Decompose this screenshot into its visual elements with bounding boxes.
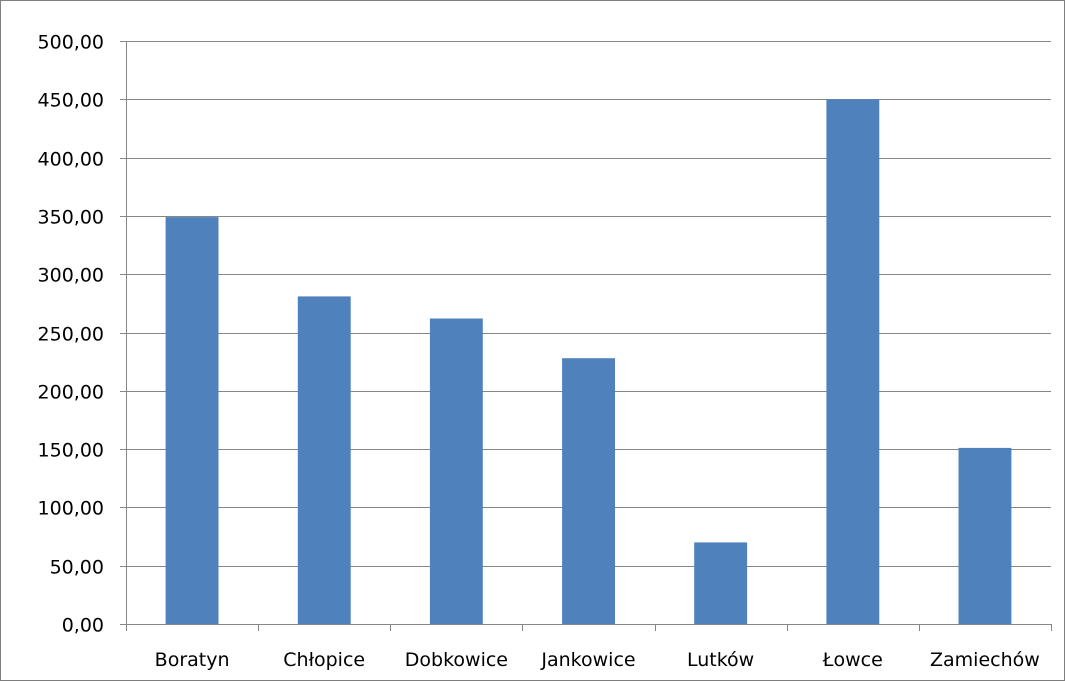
axes [120,41,1052,631]
x-tick-label: Boratyn [155,649,230,671]
x-tick-label: Zamiechów [930,649,1040,671]
x-tick-label: Łowce [822,649,883,671]
y-axis-tick-labels: 0,00 50,00 100,00 150,00 200,00 250,00 300,00 3… [38,32,104,637]
y-tick-label: 50,00 [50,557,104,579]
x-tick-label: Lutków [687,649,754,671]
y-tick-label: 250,00 [38,324,104,346]
y-tick-label: 350,00 [38,207,104,229]
x-tick-label: Dobkowice [405,649,508,671]
bar-lutków [694,542,748,624]
y-tick-label: 450,00 [38,90,104,112]
y-tick-label: 0,00 [62,615,104,637]
y-tick-label: 150,00 [38,440,104,462]
x-tick-label: Jankowice [540,649,635,671]
bars [165,99,1012,625]
bar-jankowice [562,358,615,624]
bar-łowce [826,99,880,625]
y-tick-label: 400,00 [38,149,104,171]
y-tick-label: 500,00 [38,32,104,54]
gridlines [120,41,1051,567]
x-axis-tick-labels: Boratyn Chłopice Dobkowice Jankowice Lutków Ł… [155,649,1040,671]
bar-zamiechów [958,447,1012,624]
bar-boratyn [165,217,219,624]
x-tick-label: Chłopice [283,649,365,671]
y-tick-label: 300,00 [38,265,104,287]
bar-chłopice [297,296,351,624]
bar-dobkowice [429,318,483,624]
y-tick-label: 200,00 [38,382,104,404]
y-tick-label: 100,00 [38,498,104,520]
